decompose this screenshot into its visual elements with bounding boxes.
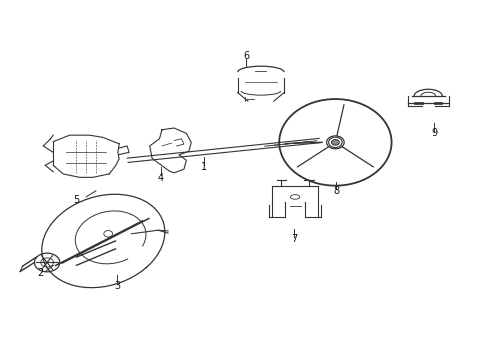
Text: 2: 2 <box>38 268 44 278</box>
Text: 9: 9 <box>431 129 437 138</box>
Text: 8: 8 <box>333 186 340 196</box>
Text: 5: 5 <box>74 195 79 205</box>
Text: 7: 7 <box>291 234 297 244</box>
Text: 6: 6 <box>244 51 249 61</box>
Text: 4: 4 <box>158 173 164 183</box>
Circle shape <box>331 139 339 145</box>
Text: 3: 3 <box>114 281 120 291</box>
Text: 1: 1 <box>201 162 207 172</box>
